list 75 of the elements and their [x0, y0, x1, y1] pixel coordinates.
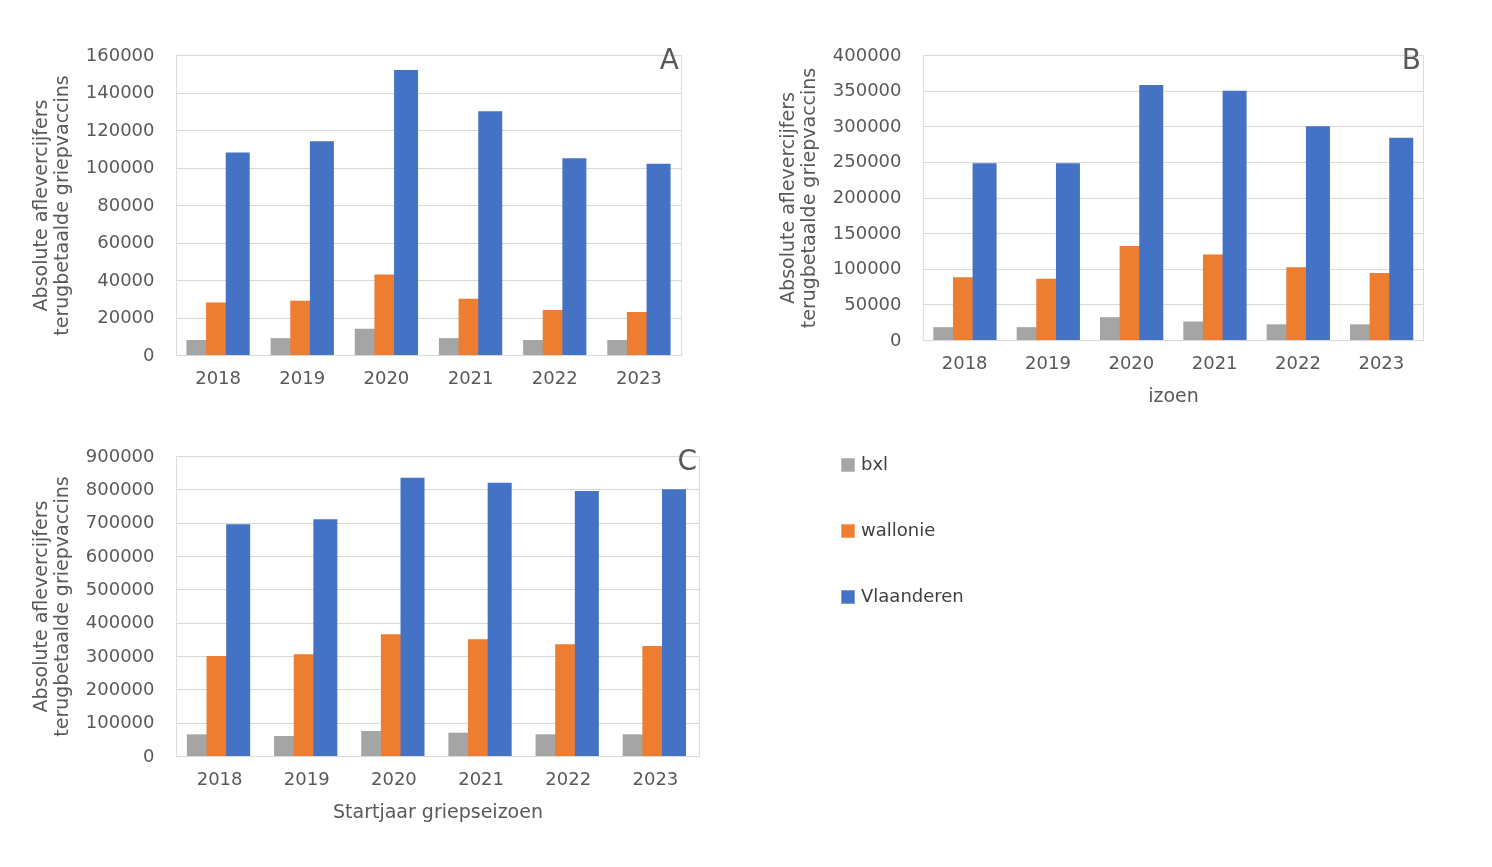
- y-axis-title: Absolute aflevercijfers terugbetaalde griepvaccins: [28, 476, 72, 737]
- y-tick-label: 0: [143, 744, 155, 766]
- y-tick-label: 400000: [832, 43, 902, 65]
- y-tick-label: 500000: [85, 577, 155, 599]
- bar: [562, 158, 587, 355]
- x-tick-label: 2023: [616, 366, 662, 388]
- y-tick-label: 100000: [832, 257, 902, 279]
- annotation: B: [1401, 43, 1421, 76]
- y-tick-label: 200000: [832, 186, 902, 207]
- bar: [400, 477, 425, 756]
- y-tick-label: 140000: [85, 81, 155, 102]
- legend-label: Vlaanderen: [861, 585, 964, 606]
- y-tick-label: 300000: [85, 644, 155, 666]
- x-tick-label: 2021: [1191, 351, 1238, 373]
- y-tick-label: 80000: [97, 193, 155, 215]
- x-tick-label: 2023: [632, 767, 679, 789]
- bar: [309, 141, 334, 355]
- bar: [225, 152, 250, 355]
- bar: [226, 524, 251, 756]
- y-tick-label: 400000: [85, 611, 155, 633]
- bar: [662, 489, 687, 756]
- y-tick-label: 600000: [85, 544, 155, 566]
- x-tick-label: 2022: [531, 366, 578, 388]
- bar: [1305, 126, 1330, 340]
- x-tick-label: 2022: [545, 767, 592, 789]
- legend-label: wallonie: [861, 519, 936, 540]
- x-tick-label: 2021: [447, 366, 494, 388]
- y-tick-label: 100000: [85, 711, 155, 733]
- x-axis-title: Startjaar griepseizoen: [333, 799, 543, 822]
- bar: [972, 163, 997, 340]
- x-tick-label: 2020: [1108, 351, 1155, 373]
- bar: [1055, 163, 1080, 340]
- y-tick-label: 0: [143, 343, 155, 365]
- y-tick-label: 50000: [844, 292, 902, 314]
- x-tick-label: 2023: [1358, 351, 1405, 373]
- x-tick-label: 2018: [196, 767, 243, 789]
- x-tick-label: 2019: [279, 366, 326, 388]
- y-tick-label: 0: [890, 328, 902, 350]
- x-tick-label: 2019: [283, 767, 330, 789]
- x-tick-label: 2018: [195, 366, 241, 388]
- x-tick-label: 2018: [941, 351, 988, 373]
- y-tick-label: 900000: [85, 444, 155, 466]
- y-tick-label: 120000: [85, 118, 155, 140]
- bar: [1222, 90, 1247, 340]
- bar: [478, 111, 503, 355]
- bar: [313, 519, 338, 756]
- y-tick-label: 250000: [832, 150, 902, 172]
- y-tick-label: 300000: [832, 114, 902, 136]
- x-tick-label: 2021: [458, 767, 504, 789]
- x-axis-title: izoen: [1148, 383, 1199, 406]
- bar: [1389, 137, 1414, 340]
- annotation: C: [677, 444, 697, 477]
- legend-label: bxl: [861, 453, 889, 474]
- x-tick-label: 2022: [1275, 351, 1321, 373]
- y-tick-label: 200000: [85, 677, 155, 699]
- y-tick-label: 350000: [832, 79, 902, 101]
- y-tick-label: 700000: [85, 511, 155, 533]
- bar: [1139, 84, 1164, 340]
- x-tick-label: 2020: [371, 767, 417, 789]
- bar: [646, 163, 671, 355]
- y-tick-label: 40000: [97, 268, 155, 290]
- y-tick-label: 800000: [85, 477, 155, 499]
- y-axis-title: Absolute aflevercijfers terugbetaalde griepvaccins: [28, 75, 72, 336]
- annotation: A: [659, 43, 679, 76]
- bar: [487, 482, 512, 756]
- y-tick-label: 60000: [97, 231, 155, 252]
- y-tick-label: 150000: [832, 221, 902, 243]
- y-tick-label: 20000: [97, 306, 155, 327]
- x-tick-label: 2019: [1025, 351, 1071, 373]
- x-tick-label: 2020: [363, 366, 410, 388]
- bar: [574, 491, 599, 756]
- y-tick-label: 100000: [85, 156, 155, 177]
- y-axis-title: Absolute aflevercijfers terugbetaalde griepvaccins: [775, 67, 819, 329]
- bar: [394, 70, 419, 355]
- y-tick-label: 160000: [85, 43, 155, 65]
